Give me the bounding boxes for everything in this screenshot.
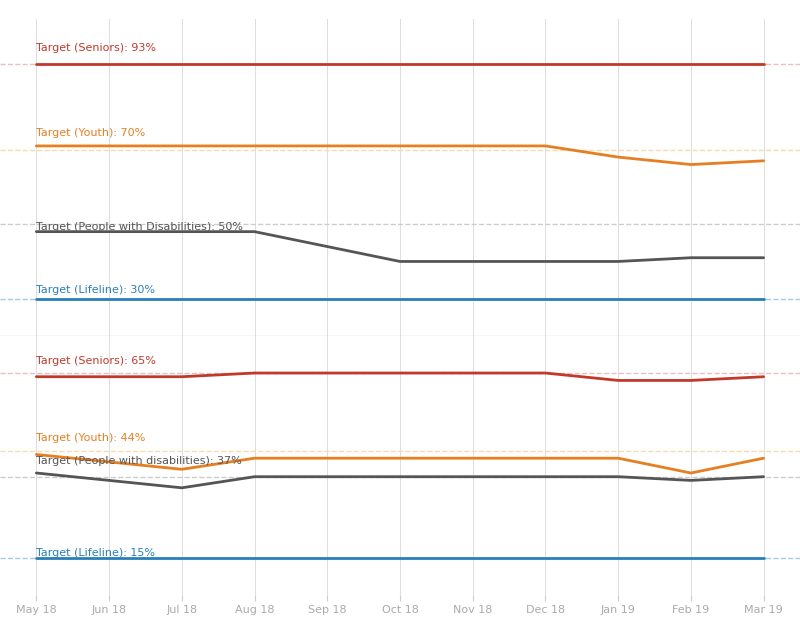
Text: Target (Seniors): 65%: Target (Seniors): 65% — [36, 356, 156, 365]
Text: Target (Youth): 44%: Target (Youth): 44% — [36, 433, 146, 444]
Text: Target (Seniors): 93%: Target (Seniors): 93% — [36, 43, 156, 52]
Text: Target (People with disabilities): 37%: Target (People with disabilities): 37% — [36, 456, 242, 466]
Text: Target (Youth): 70%: Target (Youth): 70% — [36, 129, 146, 138]
Text: Target (Lifeline): 15%: Target (Lifeline): 15% — [36, 548, 155, 558]
Text: Target (People with Disabilities): 50%: Target (People with Disabilities): 50% — [36, 221, 243, 232]
Text: Target (Lifeline): 30%: Target (Lifeline): 30% — [36, 285, 155, 295]
